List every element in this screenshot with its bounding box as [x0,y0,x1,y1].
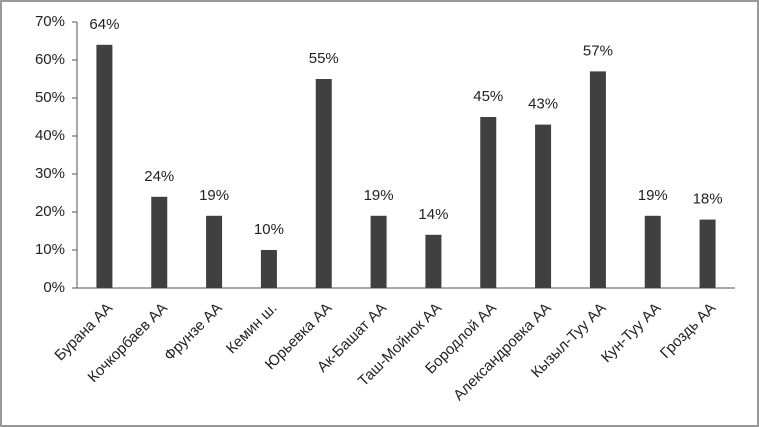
data-label: 55% [309,50,339,67]
y-tick-label: 10% [35,241,65,258]
bar [644,215,661,288]
y-tick-label: 20% [35,203,65,220]
y-tick-label: 50% [35,89,65,106]
bar [151,196,168,288]
data-label: 18% [693,191,723,208]
data-label: 43% [528,96,558,113]
data-label: 45% [473,88,503,105]
bar [206,215,223,288]
bar [96,44,113,288]
data-label: 19% [638,187,668,204]
data-label: 19% [199,187,229,204]
bar [699,219,716,288]
bar [589,71,606,289]
bar [480,117,497,288]
data-label: 57% [583,42,613,59]
bar [370,215,387,288]
y-tick-label: 60% [35,51,65,68]
bar [425,234,442,288]
y-tick-label: 40% [35,127,65,144]
bar [315,79,332,288]
y-tick-label: 70% [35,13,65,30]
data-label: 64% [89,16,119,33]
bar [260,250,277,288]
data-label: 10% [254,221,284,238]
data-label: 14% [418,206,448,223]
y-tick-label: 30% [35,165,65,182]
y-tick-label: 0% [43,279,65,296]
bar [535,124,552,288]
data-label: 24% [144,168,174,185]
data-label: 19% [364,187,394,204]
